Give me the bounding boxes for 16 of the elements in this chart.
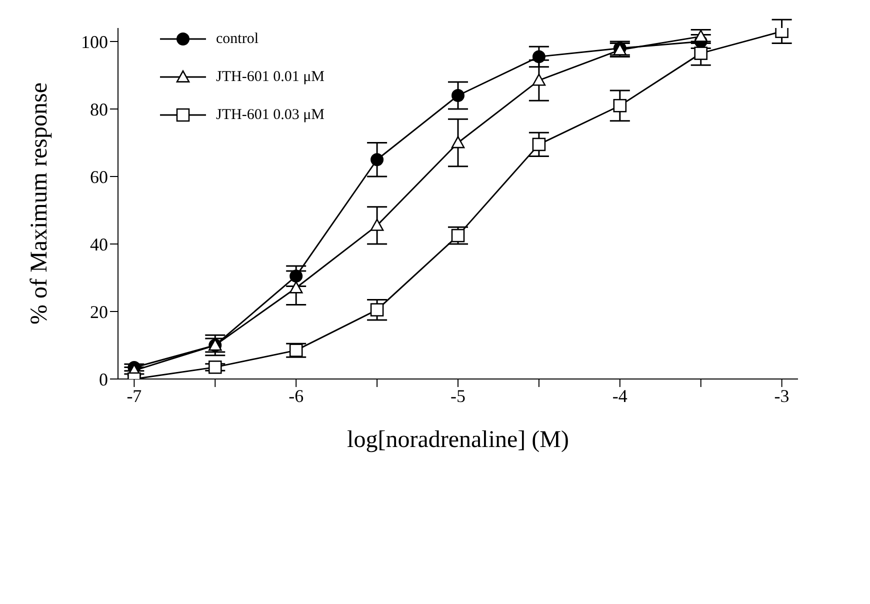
y-tick-label: 0 [99,369,108,390]
x-tick-label: -6 [288,386,304,406]
x-tick-label: -7 [126,386,142,406]
legend-label: control [216,30,258,48]
legend-label: JTH-601 0.03 μM [216,106,324,124]
x-tick-label: -4 [612,386,628,406]
x-tick-label: -5 [450,386,466,406]
y-tick-label: 80 [90,99,108,120]
y-tick-label: 20 [90,302,108,322]
legend-label: JTH-601 0.01 μM [216,68,324,86]
x-axis-title: log[noradrenaline] (M) [347,427,569,453]
y-tick-label: 40 [90,234,108,254]
y-tick-label: 100 [81,32,108,52]
y-tick-label: 60 [90,166,108,187]
y-axis-title: % of Maximum response [26,82,53,324]
x-tick-label: -3 [774,386,790,406]
